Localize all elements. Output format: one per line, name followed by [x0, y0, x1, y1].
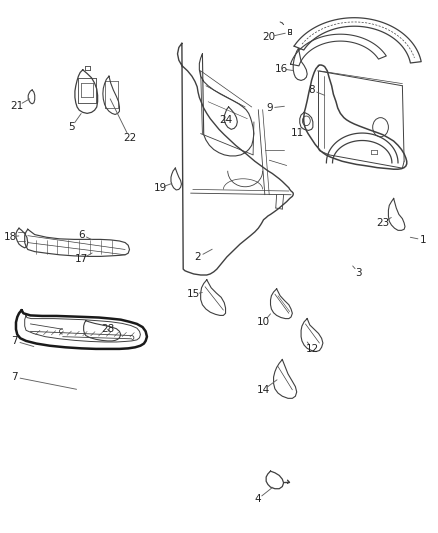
Text: 12: 12 — [306, 344, 319, 354]
Text: 20: 20 — [263, 32, 276, 42]
Text: 5: 5 — [68, 122, 75, 132]
Text: 21: 21 — [11, 101, 24, 111]
Text: 7: 7 — [11, 336, 18, 346]
Text: 3: 3 — [355, 268, 362, 278]
Text: 10: 10 — [257, 317, 270, 327]
Text: 1: 1 — [420, 235, 427, 245]
Text: 28: 28 — [101, 324, 114, 334]
Text: 14: 14 — [257, 385, 270, 395]
Text: 24: 24 — [219, 115, 232, 125]
Text: 9: 9 — [266, 103, 272, 113]
Text: 22: 22 — [123, 133, 136, 143]
Text: 19: 19 — [153, 183, 167, 193]
Text: 17: 17 — [75, 254, 88, 264]
Text: 15: 15 — [187, 289, 200, 299]
Text: 4: 4 — [254, 494, 261, 504]
Text: 2: 2 — [195, 252, 201, 262]
Text: 6: 6 — [78, 230, 85, 240]
Text: 18: 18 — [4, 232, 17, 242]
Text: 11: 11 — [291, 127, 304, 138]
Text: 8: 8 — [308, 85, 315, 95]
Text: 7: 7 — [11, 372, 18, 382]
Text: 16: 16 — [274, 64, 288, 74]
Text: 23: 23 — [376, 218, 389, 228]
